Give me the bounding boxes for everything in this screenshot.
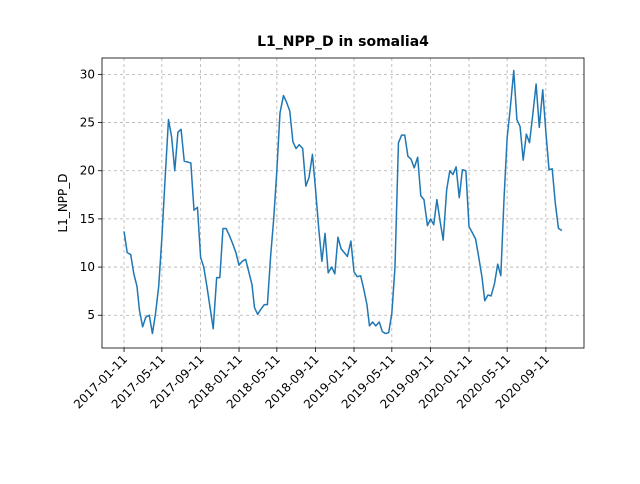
y-tick-label: 5 [87, 308, 95, 322]
y-tick-label: 15 [80, 212, 95, 226]
data-line [123, 69, 563, 335]
y-tick-label: 10 [80, 260, 95, 274]
y-tick-label: 30 [80, 67, 95, 81]
y-tick-label: 20 [80, 164, 95, 178]
y-tick-label: 25 [80, 116, 95, 130]
y-axis-label: L1_NPP_D [56, 173, 70, 232]
chart-title: L1_NPP_D in somalia4 [257, 34, 429, 50]
plot-frame [101, 57, 585, 349]
